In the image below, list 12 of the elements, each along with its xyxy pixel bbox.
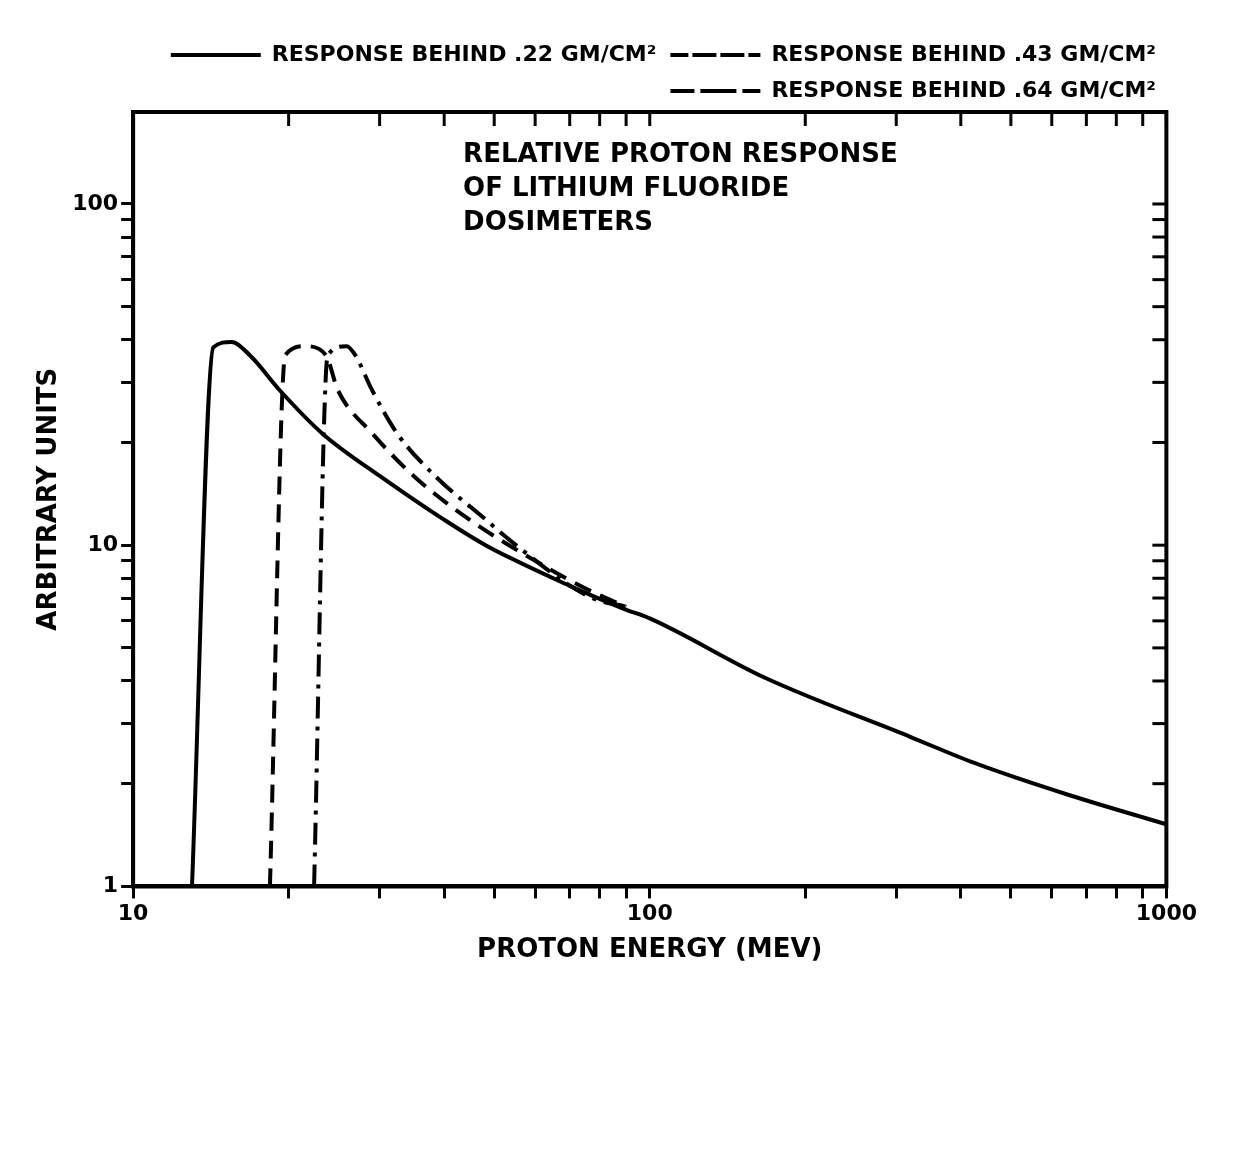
y-tick-label: 10 — [87, 530, 119, 556]
x-tick-label: 100 — [626, 900, 673, 926]
x-tick-label: 1000 — [1135, 900, 1197, 926]
annotation: RELATIVE PROTON RESPONSE OF LITHIUM FLUORIDE DOSIMETERS — [463, 137, 898, 236]
y-axis-title: ARBITRARY UNITS — [32, 367, 63, 631]
legend-label: RESPONSE BEHIND .22 GM/CM² — [271, 40, 657, 66]
legend-label: RESPONSE BEHIND .43 GM/CM² — [771, 40, 1157, 66]
y-tick-label: 100 — [72, 189, 119, 215]
legend-label: RESPONSE BEHIND .64 GM/CM² — [771, 76, 1157, 102]
x-axis-title: PROTON ENERGY (MEV) — [477, 933, 823, 964]
y-tick-label: 1 — [102, 872, 119, 898]
x-tick-label: 10 — [117, 900, 149, 926]
